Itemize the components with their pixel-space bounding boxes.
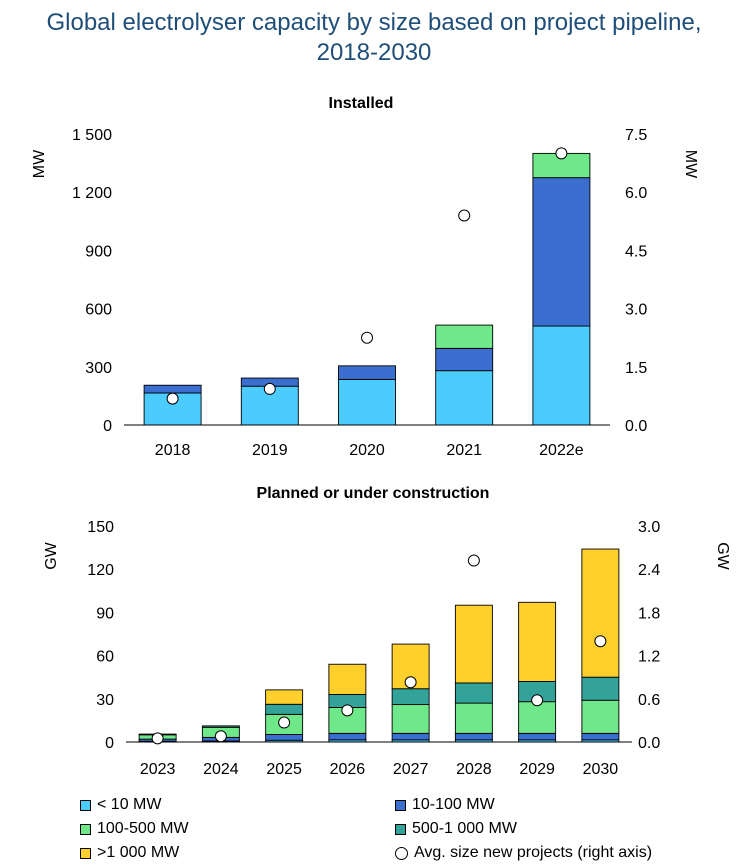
bar-segment-10-100 <box>338 365 396 380</box>
y-right-tick-label: 0.6 <box>638 692 660 709</box>
bar-segment-lt10 <box>532 325 591 426</box>
bar-segment-100-500 <box>435 324 494 349</box>
bar-segment-100-500 <box>518 701 557 734</box>
bar-segment-500-1000 <box>581 676 620 701</box>
y-tick-label: 150 <box>87 519 114 536</box>
avg-size-point <box>151 732 164 745</box>
x-tick-label: 2024 <box>203 761 239 778</box>
bar-segment-500-1000 <box>265 703 304 715</box>
y-right-tick-label: 4.5 <box>625 243 647 260</box>
y-right-tick-label: 1.5 <box>625 360 647 377</box>
bar-segment-10-100 <box>454 732 493 741</box>
x-tick-label: 2030 <box>583 761 619 778</box>
avg-size-point <box>166 392 179 405</box>
y-right-tick-label: 3.0 <box>638 519 660 536</box>
y-right-axis-label: GW <box>714 542 731 570</box>
panel-title: Installed <box>329 95 394 112</box>
bar-segment-lt10 <box>338 378 396 426</box>
y-right-tick-label: 2.4 <box>638 562 660 579</box>
y-tick-label: 900 <box>85 243 112 260</box>
bar-segment-500-1000 <box>201 725 240 728</box>
avg-size-point <box>594 635 607 648</box>
x-tick-label: 2029 <box>519 761 555 778</box>
bar-segment-10-100 <box>435 347 494 372</box>
y-right-axis-label: MW <box>682 150 699 179</box>
y-right-tick-label: 0.0 <box>638 735 660 752</box>
y-tick-label: 90 <box>96 605 114 622</box>
y-tick-label: 30 <box>96 692 114 709</box>
bar-segment-gt1000 <box>265 689 304 705</box>
x-tick-label: 2022e <box>539 442 584 459</box>
panel-title: Planned or under construction <box>257 485 490 502</box>
y-tick-label: 300 <box>85 360 112 377</box>
bar-segment-10-100 <box>265 734 304 741</box>
bar-segment-lt10 <box>435 370 494 426</box>
bar-segment-500-1000 <box>391 688 430 706</box>
chart-title-line1: Global electrolyser capacity by size bas… <box>46 9 702 36</box>
avg-size-point <box>361 331 373 344</box>
avg-size-point <box>278 716 291 729</box>
bar-segment-gt1000 <box>328 663 367 695</box>
x-tick-label: 2021 <box>446 442 482 459</box>
bar-segment-10-100 <box>328 732 367 741</box>
chart-title-line2: 2018-2030 <box>316 39 432 66</box>
y-tick-label: 0 <box>103 418 112 435</box>
y-tick-label: 600 <box>85 302 112 319</box>
x-tick-label: 2028 <box>456 761 492 778</box>
x-tick-label: 2023 <box>140 761 176 778</box>
y-tick-label: 120 <box>87 562 114 579</box>
avg-size-point <box>467 554 480 567</box>
avg-size-point <box>555 147 568 160</box>
y-right-tick-label: 0.0 <box>625 418 647 435</box>
x-tick-label: 2025 <box>266 761 302 778</box>
chart-title: Global electrolyser capacity by size bas… <box>0 8 748 68</box>
y-right-tick-label: 7.5 <box>625 127 647 144</box>
y-right-tick-label: 3.0 <box>625 302 647 319</box>
y-right-tick-label: 1.2 <box>638 649 660 666</box>
avg-size-point <box>263 382 276 395</box>
avg-size-point <box>341 704 354 717</box>
y-axis-label: MW <box>31 149 48 178</box>
x-tick-label: 2018 <box>155 442 191 459</box>
y-tick-label: 60 <box>96 649 114 666</box>
y-right-tick-label: 1.8 <box>638 605 660 622</box>
bar-segment-10-100 <box>518 732 557 741</box>
y-tick-label: 0 <box>105 735 114 752</box>
bar-segment-10-100 <box>532 177 591 327</box>
bar-segment-10-100 <box>143 384 202 394</box>
bar-segment-10-100 <box>391 732 430 741</box>
avg-size-point <box>404 676 417 689</box>
avg-size-point <box>458 209 471 222</box>
bar-segment-500-1000 <box>454 682 493 704</box>
bar-segment-gt1000 <box>581 548 620 678</box>
bar-segment-gt1000 <box>454 604 493 684</box>
bar-segment-100-500 <box>454 702 493 734</box>
bar-segment-100-500 <box>581 699 620 734</box>
bar-segment-gt1000 <box>518 601 557 682</box>
x-tick-label: 2026 <box>330 761 366 778</box>
y-right-tick-label: 6.0 <box>625 185 647 202</box>
bar-segment-100-500 <box>391 704 430 734</box>
bar-segment-10-100 <box>581 732 620 741</box>
avg-size-point <box>214 730 227 743</box>
y-tick-label: 1 500 <box>72 127 112 144</box>
x-tick-label: 2019 <box>252 442 288 459</box>
avg-size-point <box>531 694 544 707</box>
x-tick-label: 2020 <box>349 442 385 459</box>
y-tick-label: 1 200 <box>72 185 112 202</box>
y-axis-label: GW <box>43 541 60 569</box>
x-tick-label: 2027 <box>393 761 429 778</box>
